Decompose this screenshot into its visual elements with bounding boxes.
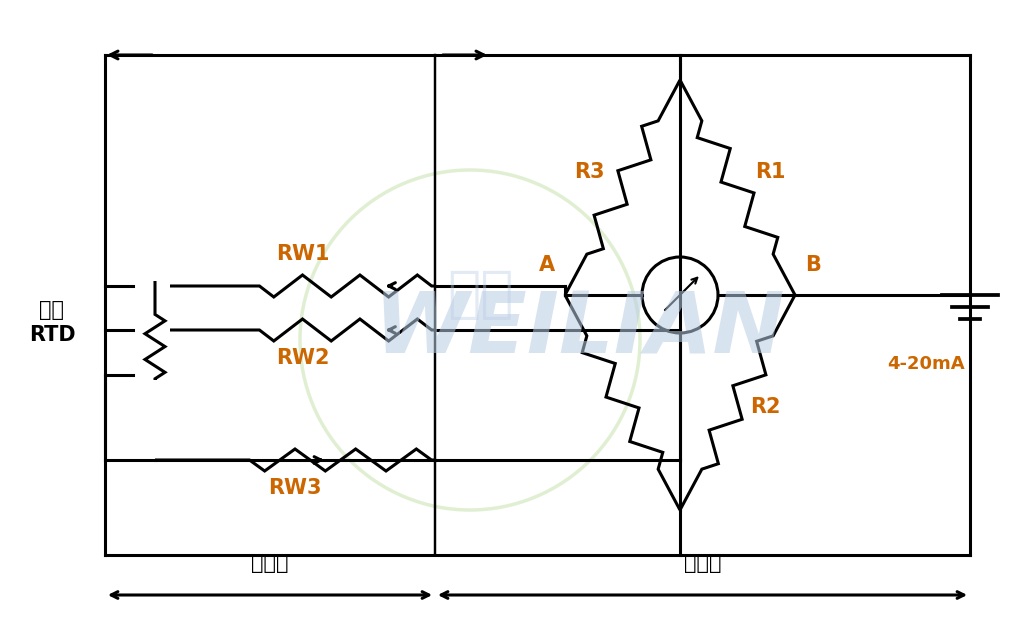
Text: 4-20mA: 4-20mA xyxy=(888,355,965,373)
Text: R3: R3 xyxy=(574,162,605,182)
Text: RW1: RW1 xyxy=(275,244,330,264)
Text: 传感器: 传感器 xyxy=(251,553,289,573)
Text: WEILIAN: WEILIAN xyxy=(374,288,785,371)
Text: RTD: RTD xyxy=(29,325,76,345)
Text: B: B xyxy=(805,255,821,275)
Text: RW3: RW3 xyxy=(268,478,322,498)
Text: 三线: 三线 xyxy=(40,300,65,320)
Text: RW2: RW2 xyxy=(275,348,330,368)
Text: R1: R1 xyxy=(755,162,785,182)
Text: 维连: 维连 xyxy=(446,268,513,322)
Text: A: A xyxy=(539,255,555,275)
Text: R2: R2 xyxy=(750,397,780,417)
Text: 变送器: 变送器 xyxy=(684,553,721,573)
